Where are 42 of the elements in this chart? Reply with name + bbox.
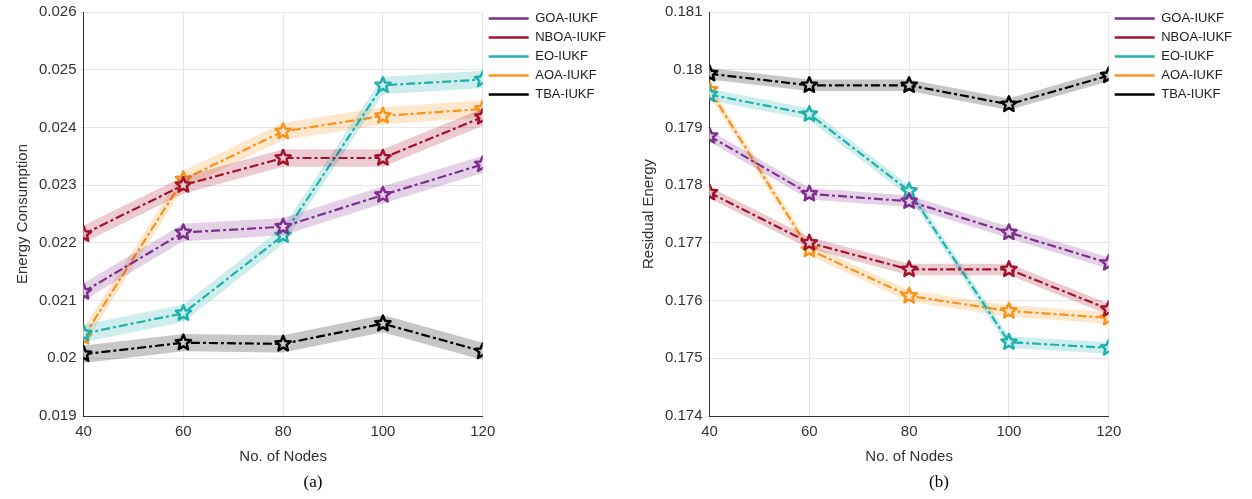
y-tick-label: 0.176 — [664, 290, 703, 308]
legend-label: GOA-IUKF — [1161, 10, 1225, 26]
x-tick-label: 100 — [370, 422, 396, 440]
legend-label: NBOA-IUKF — [535, 29, 607, 45]
y-tick-label: 0.178 — [664, 175, 703, 193]
y-tick-label: 0.179 — [664, 117, 703, 135]
y-tick-label: 0.18 — [673, 59, 703, 77]
x-tick-label: 60 — [800, 422, 818, 440]
y-tick-label: 0.021 — [38, 290, 77, 308]
x-tick-label: 120 — [1096, 422, 1122, 440]
x-tick-label: 120 — [470, 422, 496, 440]
x-tick-label: 80 — [274, 422, 292, 440]
legend-label: GOA-IUKF — [535, 10, 599, 26]
y-tick-label: 0.024 — [38, 117, 77, 135]
legend-label: TBA-IUKF — [535, 86, 595, 102]
y-tick-label: 0.025 — [38, 59, 77, 77]
text: (b) — [928, 472, 950, 492]
legend-label: AOA-IUKF — [1161, 67, 1223, 83]
y-tick-label: 0.02 — [47, 348, 77, 366]
y-tick-label: 0.019 — [38, 406, 77, 424]
y-axis-title: Residual Energy — [639, 158, 657, 270]
y-tick-label: 0.174 — [664, 406, 703, 424]
y-axis-title: Energy Consumption — [13, 143, 31, 285]
x-tick-label: 100 — [996, 422, 1022, 440]
y-tick-label: 0.026 — [38, 2, 77, 20]
x-tick-label: 40 — [701, 422, 718, 440]
x-tick-label: 40 — [75, 422, 92, 440]
y-tick-label: 0.022 — [38, 233, 77, 250]
text: (a) — [302, 472, 324, 492]
x-axis-title: No. of Nodes — [865, 447, 953, 465]
legend-label: NBOA-IUKF — [1161, 29, 1233, 45]
legend-label: AOA-IUKF — [535, 67, 597, 83]
x-tick-label: 80 — [900, 422, 918, 440]
legend-label: EO-IUKF — [535, 48, 588, 64]
x-axis-title: No. of Nodes — [239, 447, 327, 465]
y-tick-label: 0.177 — [664, 233, 703, 250]
x-tick-label: 60 — [174, 422, 192, 440]
legend-label: EO-IUKF — [1161, 48, 1214, 64]
y-tick-label: 0.023 — [38, 175, 77, 193]
y-tick-label: 0.181 — [664, 2, 703, 20]
y-tick-label: 0.175 — [664, 348, 703, 366]
legend-label: TBA-IUKF — [1161, 86, 1221, 102]
